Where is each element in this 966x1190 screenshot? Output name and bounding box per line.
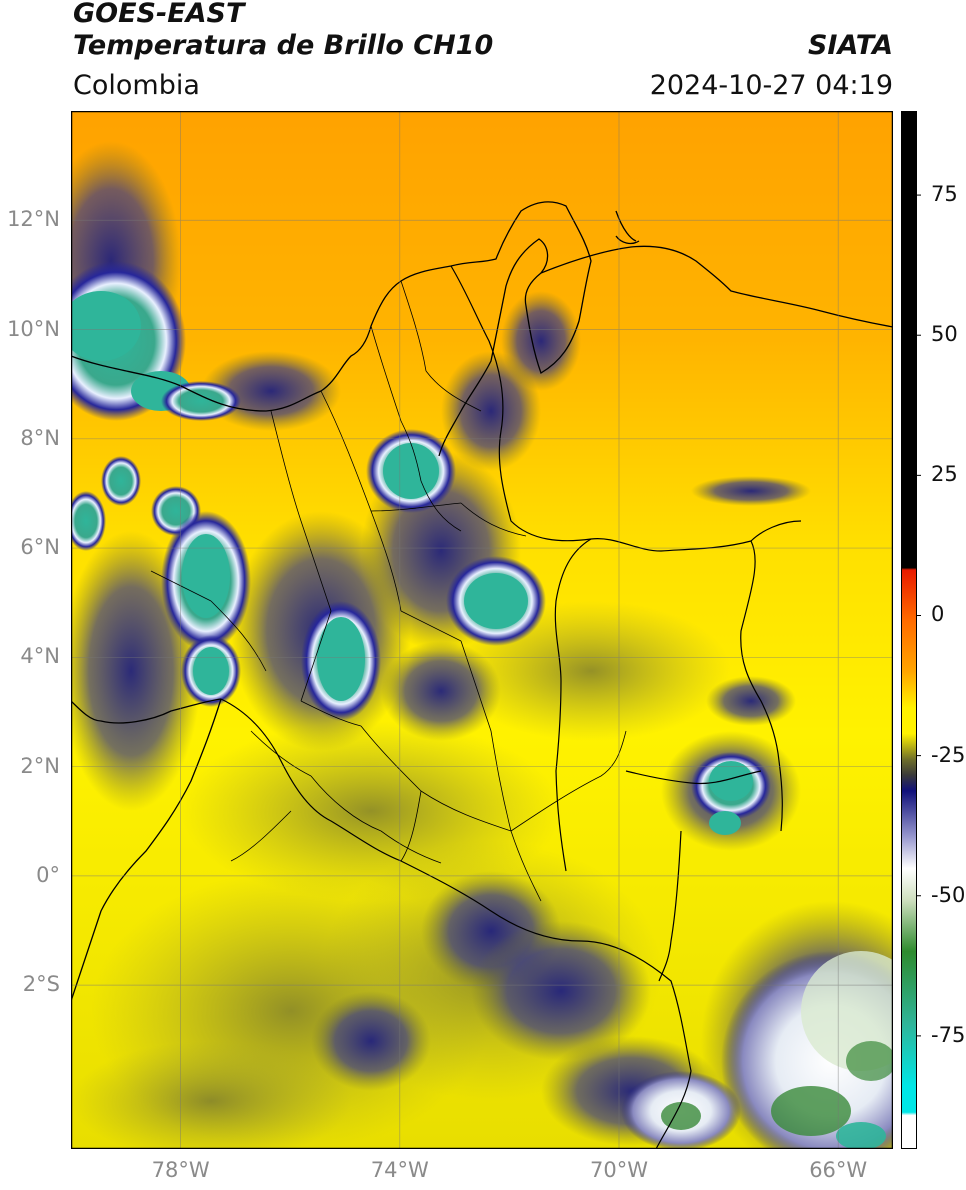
satellite-title: GOES-EAST xyxy=(73,0,245,29)
colorbar-tick-label: 50 xyxy=(931,322,958,347)
colorbar-tick-label: -50 xyxy=(931,882,966,907)
colorbar-tick-label: 0 xyxy=(931,602,945,627)
product-title: Temperatura de Brillo CH10 xyxy=(73,30,494,61)
longitude-label: 74°W xyxy=(370,1158,429,1182)
country-borders xyxy=(220,265,802,1149)
latitude-label: 2°S xyxy=(22,972,60,997)
coastlines xyxy=(71,201,893,1002)
satellite-map xyxy=(71,111,893,1149)
latitude-label: 0° xyxy=(36,862,60,887)
colorbar-tick-label: 25 xyxy=(931,462,958,487)
colorbar-tick-label: 75 xyxy=(931,182,958,207)
region-label: Colombia xyxy=(73,70,200,101)
graticule xyxy=(71,111,893,1149)
latitude-label: 4°N xyxy=(20,644,60,669)
source-label: SIATA xyxy=(807,30,893,61)
convective-cells xyxy=(71,261,771,835)
longitude-label: 70°W xyxy=(590,1158,648,1182)
timestamp-label: 2024-10-27 04:19 xyxy=(649,70,893,101)
latitude-label: 6°N xyxy=(20,535,60,560)
colorbar-tick-label: -25 xyxy=(931,742,966,767)
colorbar xyxy=(901,111,921,1149)
latitude-label: 10°N xyxy=(7,316,60,341)
map-frame xyxy=(71,111,893,1149)
latitude-label: 2°N xyxy=(20,753,60,778)
cloud-mass-southeast xyxy=(621,901,893,1149)
longitude-label: 66°W xyxy=(809,1158,868,1182)
latitude-label: 12°N xyxy=(7,207,60,232)
department-borders xyxy=(150,280,627,902)
latitude-label: 8°N xyxy=(20,425,60,450)
longitude-label: 78°W xyxy=(151,1158,210,1182)
colorbar-tick-label: -75 xyxy=(931,1022,966,1047)
